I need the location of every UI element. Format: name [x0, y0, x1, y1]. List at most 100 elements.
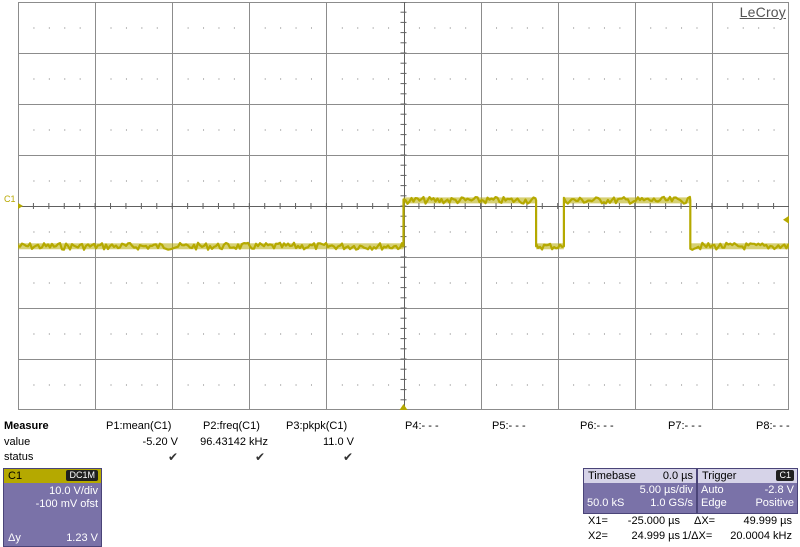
waveform-grid[interactable]: [18, 2, 789, 410]
grid-dot: [418, 129, 420, 131]
grid-dot: [511, 333, 513, 335]
grid-dot: [48, 78, 50, 80]
grid-dot: [218, 282, 220, 284]
grid-dot: [341, 78, 343, 80]
grid-dot: [156, 78, 158, 80]
check-icon: ✔: [255, 450, 266, 464]
param-name-7[interactable]: P7:- - -: [668, 420, 702, 432]
grid-dot: [357, 180, 359, 182]
grid-dot: [588, 129, 590, 131]
x1-value: -25.000 µs: [627, 515, 680, 527]
grid-dot: [372, 333, 374, 335]
grid-dot: [727, 180, 729, 182]
volts-per-div: 10.0 V/div: [49, 485, 98, 497]
grid-dot: [526, 27, 528, 29]
grid-dot: [465, 27, 467, 29]
grid-dot: [388, 180, 390, 182]
grid-dot: [388, 231, 390, 233]
grid-dot: [295, 333, 297, 335]
param-name-1[interactable]: P1:mean(C1): [106, 420, 172, 432]
param-name-2[interactable]: P2:freq(C1): [203, 420, 260, 432]
grid-dot: [681, 180, 683, 182]
grid-dot: [742, 27, 744, 29]
grid-dot: [588, 180, 590, 182]
param-name-8[interactable]: P8:- - -: [756, 420, 790, 432]
grid-dot: [79, 180, 81, 182]
check-icon: ✔: [343, 450, 354, 464]
grid-dot: [758, 27, 760, 29]
grid-dot: [650, 129, 652, 131]
grid-dot: [542, 282, 544, 284]
channel-marker: C1: [4, 194, 16, 204]
grid-dot: [511, 384, 513, 386]
timebase-delay: 0.0 µs: [662, 470, 693, 482]
channel-c1-panel[interactable]: C1 DC1M 10.0 V/div -100 mV ofst Δy 1.23 …: [3, 468, 102, 547]
trigger-slope: Positive: [755, 497, 794, 509]
grid-dot: [727, 333, 729, 335]
grid-dot: [295, 384, 297, 386]
grid-dot: [264, 180, 266, 182]
cursor-readout: X1= -25.000 µs ΔX= 49.999 µs X2= 24.999 …: [586, 514, 796, 544]
grid-dot: [341, 282, 343, 284]
param-name-5[interactable]: P5:- - -: [492, 420, 526, 432]
param-name-4[interactable]: P4:- - -: [405, 420, 439, 432]
grid-dot: [758, 231, 760, 233]
x2-label: X2=: [588, 530, 608, 542]
grid-dot: [511, 282, 513, 284]
param-value-1: -5.20 V: [142, 436, 178, 448]
grid-dot: [496, 282, 498, 284]
grid-dot: [48, 333, 50, 335]
grid-dot: [449, 129, 451, 131]
grid-dot: [310, 78, 312, 80]
trigger-title: Trigger: [702, 470, 737, 482]
grid-dot: [372, 231, 374, 233]
grid-dot: [665, 27, 667, 29]
grid-dot: [773, 27, 775, 29]
grid-dot: [310, 180, 312, 182]
grid-dot: [511, 231, 513, 233]
grid-dot: [773, 231, 775, 233]
grid-dot: [341, 180, 343, 182]
grid-dot: [465, 231, 467, 233]
delta-x-label: ΔX=: [694, 515, 716, 527]
grid-dot: [496, 78, 498, 80]
grid-dot: [603, 129, 605, 131]
param-value-3: 11.0 V: [323, 436, 354, 448]
grid-dot: [357, 231, 359, 233]
grid-dot: [310, 384, 312, 386]
grid-dot: [727, 384, 729, 386]
grid-dot: [218, 231, 220, 233]
grid-dot: [418, 78, 420, 80]
param-name-6[interactable]: P6:- - -: [580, 420, 614, 432]
grid-dot: [357, 282, 359, 284]
grid-dot: [542, 180, 544, 182]
grid-dot: [110, 27, 112, 29]
grid-dot: [619, 384, 621, 386]
timebase-title: Timebase: [588, 470, 636, 482]
grid-dot: [372, 129, 374, 131]
grid-dot: [665, 180, 667, 182]
grid-dot: [526, 129, 528, 131]
grid-dot: [233, 333, 235, 335]
param-value-2: 96.43142 kHz: [200, 436, 268, 448]
waveform-display[interactable]: [18, 2, 789, 410]
trace-band: [403, 197, 537, 204]
check-icon: ✔: [168, 450, 179, 464]
grid-dot: [526, 231, 528, 233]
trigger-mode: Auto: [701, 484, 724, 496]
grid-dot: [218, 129, 220, 131]
grid-dot: [603, 27, 605, 29]
grid-dot: [542, 384, 544, 386]
timebase-panel[interactable]: Timebase 0.0 µs 5.00 µs/div 50.0 kS 1.0 …: [583, 468, 697, 514]
grid-dot: [742, 333, 744, 335]
grid-dot: [203, 27, 205, 29]
grid-dot: [203, 231, 205, 233]
grid-dot: [449, 384, 451, 386]
measure-title: Measure: [4, 420, 49, 432]
grid-dot: [650, 282, 652, 284]
param-name-3[interactable]: P3:pkpk(C1): [286, 420, 348, 432]
trace-band: [536, 243, 564, 250]
trigger-panel[interactable]: Trigger C1 Auto -2.8 V Edge Positive: [697, 468, 798, 514]
grid-dot: [742, 231, 744, 233]
grid-dot: [434, 27, 436, 29]
